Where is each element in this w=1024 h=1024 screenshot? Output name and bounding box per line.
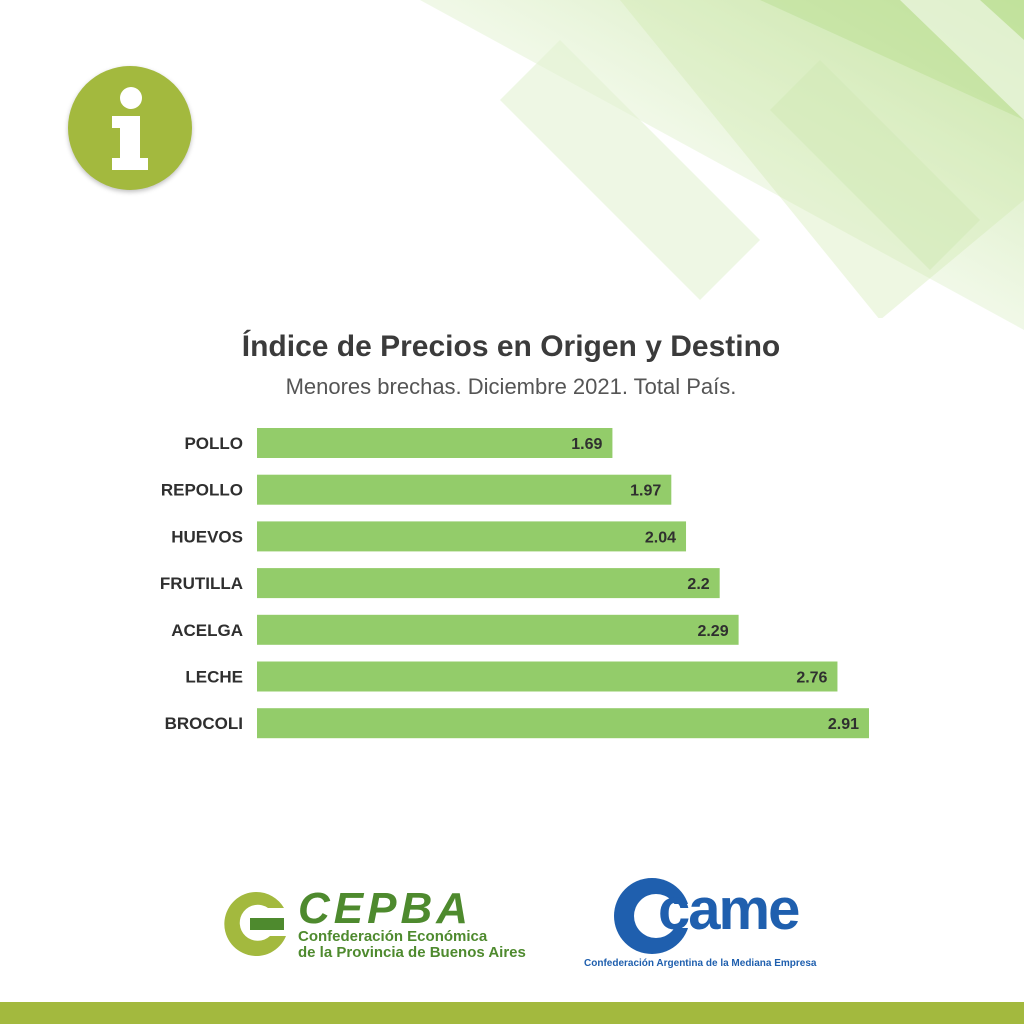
category-label: REPOLLO: [161, 481, 243, 500]
cepba-logo: CEPBA Confederación Económica de la Prov…: [218, 884, 526, 964]
chart-title: Índice de Precios en Origen y Destino: [241, 330, 781, 363]
bar: [257, 708, 869, 739]
bar-value-label: 1.69: [571, 436, 602, 453]
bar-value-label: 2.76: [796, 670, 827, 687]
bar-value-label: 2.04: [645, 529, 676, 546]
category-label: POLLO: [184, 434, 243, 453]
came-emblem-icon: [614, 878, 694, 954]
bar: [257, 661, 838, 692]
category-label: BROCOLI: [165, 714, 243, 733]
chart-subtitle: Menores brechas. Diciembre 2021. Total P…: [285, 374, 737, 399]
bar: [257, 428, 613, 458]
bar-value-label: 1.97: [630, 483, 661, 500]
cepba-line1: Confederación Económica: [298, 928, 488, 945]
cepba-line2: de la Provincia de Buenos Aires: [298, 944, 526, 961]
bar-value-label: 2.2: [687, 576, 709, 593]
bar-value-label: 2.29: [697, 623, 728, 640]
info-badge: [68, 66, 192, 190]
bar: [257, 614, 739, 645]
category-label: FRUTILLA: [160, 574, 243, 593]
came-logo: came Confederación Argentina de la Media…: [580, 872, 820, 976]
bar-value-label: 2.91: [828, 716, 859, 733]
bar: [257, 568, 720, 599]
bar: [257, 521, 687, 552]
bar: [257, 474, 672, 505]
came-caption: Confederación Argentina de la Mediana Em…: [584, 958, 817, 969]
category-label: ACELGA: [171, 621, 243, 640]
bottom-bar: [0, 1002, 1024, 1024]
cepba-name: CEPBA: [298, 884, 473, 933]
category-label: LECHE: [185, 668, 243, 687]
bar-chart: POLLO 1.69 REPOLLO 1.97 HUEVOS 2.04 FRUTILLA 2.…: [160, 428, 869, 739]
chart-panel: Índice de Precios en Origen y Destino Me…: [112, 318, 910, 758]
cepba-emblem-icon: [224, 891, 286, 956]
came-name: came: [658, 877, 800, 942]
info-icon: [112, 87, 148, 170]
category-label: HUEVOS: [171, 527, 243, 546]
